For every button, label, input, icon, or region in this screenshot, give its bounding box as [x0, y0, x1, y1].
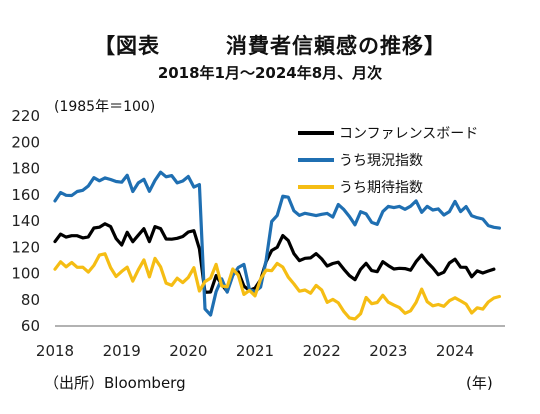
y-tick-label: 220 [11, 107, 40, 125]
series-line-2 [53, 252, 501, 321]
x-tick-label: 2024 [436, 342, 474, 360]
y-tick-label: 80 [21, 291, 40, 309]
chart-subtitle: 2018年1月～2024年8月、月次 [157, 64, 383, 82]
x-tick-label: 2021 [236, 342, 274, 360]
x-tick-label: 2022 [303, 342, 341, 360]
x-tick-label: 2018 [36, 342, 74, 360]
legend-label-1: うち現況指数 [339, 153, 423, 169]
x-tick-label: 2023 [369, 342, 407, 360]
x-tick-label: 2020 [169, 342, 207, 360]
y-tick-label: 160 [11, 186, 40, 204]
y-tick-label: 180 [11, 160, 40, 178]
legend-label-2: うち期待指数 [339, 180, 423, 196]
y-tick-label: 60 [21, 317, 40, 335]
y-axis-unit: (1985年＝100) [54, 99, 156, 115]
series-lines [53, 170, 501, 321]
source-note: （出所）Bloomberg [44, 374, 186, 392]
x-tick-labels: 2018 2019 2020 2021 2022 2023 2024 [36, 342, 474, 360]
y-tick-label: 120 [11, 238, 40, 256]
y-tick-label: 200 [11, 133, 40, 151]
series-line-1 [53, 170, 501, 317]
series-line-0 [53, 222, 496, 294]
x-tick-label: 2019 [103, 342, 141, 360]
x-axis-unit: (年) [466, 374, 493, 392]
legend-label-0: コンファレンスボード [339, 126, 478, 142]
chart-title: 【図表 消費者信頼感の推移】 [94, 34, 446, 58]
y-tick-label: 140 [11, 212, 40, 230]
y-tick-labels: 60 80 100 120 140 160 180 200 220 [11, 107, 40, 335]
y-tick-label: 100 [11, 265, 40, 283]
